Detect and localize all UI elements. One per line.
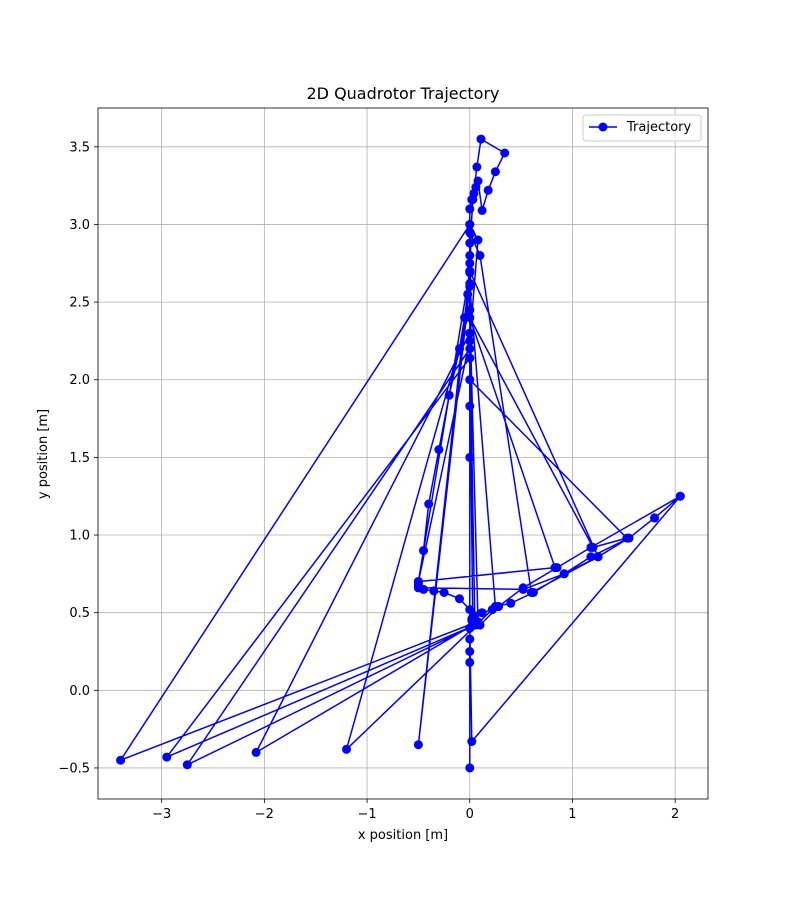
trajectory-point — [465, 647, 475, 656]
trajectory-point — [465, 220, 475, 229]
trajectory-point — [465, 344, 475, 354]
trajectory-point — [465, 238, 475, 248]
trajectory-point — [465, 353, 475, 363]
trajectory-point — [476, 134, 486, 144]
trajectory-point — [465, 401, 475, 411]
x-tick-label: −2 — [255, 807, 274, 822]
trajectory-point — [483, 185, 493, 195]
y-tick-label: 1.5 — [69, 451, 90, 466]
trajectory-point — [162, 752, 172, 762]
trajectory-point — [463, 289, 473, 299]
legend-box — [582, 114, 702, 142]
trajectory-point — [675, 491, 685, 501]
trajectory-point — [439, 588, 449, 597]
trajectory-point — [500, 148, 510, 158]
trajectory-point — [477, 206, 487, 215]
trajectory-point — [413, 583, 423, 593]
trajectory-point — [465, 251, 475, 260]
trajectory-point — [444, 390, 454, 400]
x-tick-label: 1 — [568, 807, 576, 822]
trajectory-point — [455, 594, 464, 604]
trajectory-point — [650, 513, 660, 523]
trajectory-point — [526, 588, 536, 597]
trajectory-point — [465, 336, 475, 346]
trajectory-point — [468, 195, 478, 205]
y-tick-label: 2.0 — [69, 373, 90, 388]
trajectory-point — [413, 577, 423, 587]
y-tick-label: 2.5 — [69, 296, 90, 311]
trajectory-point — [593, 552, 603, 562]
x-tick-label: −3 — [152, 807, 171, 822]
trajectory-point — [465, 657, 475, 667]
trajectory-point — [559, 569, 569, 579]
trajectory-point — [465, 375, 475, 385]
trajectory-point — [424, 499, 434, 509]
trajectory-point — [465, 763, 475, 773]
y-tick-label: 3.5 — [69, 140, 90, 155]
grid-layer — [98, 108, 708, 799]
y-tick-label: −0.5 — [58, 761, 90, 776]
y-axis-label: y position [m] — [36, 409, 51, 499]
trajectory-point — [342, 744, 351, 754]
chart-title: 2D Quadrotor Trajectory — [306, 84, 499, 103]
trajectory-point — [465, 605, 475, 615]
trajectory-point — [465, 313, 475, 323]
trajectory-point — [586, 552, 596, 562]
trajectory-point — [465, 282, 475, 292]
x-tick-label: −1 — [357, 807, 376, 822]
trajectory-point — [455, 344, 464, 354]
trajectory-point — [116, 755, 126, 765]
trajectory-point — [588, 542, 598, 552]
x-tick-label: 2 — [671, 807, 679, 822]
trajectory-point — [477, 608, 487, 618]
trajectory-point — [490, 602, 500, 611]
trajectory-point — [465, 328, 475, 338]
legend: Trajectory — [582, 114, 702, 142]
trajectory-point — [468, 619, 478, 628]
y-tick-label: 1.0 — [69, 529, 90, 544]
trajectory-point — [251, 747, 261, 757]
trajectory-point — [475, 251, 485, 260]
trajectory-point — [518, 584, 528, 594]
legend-marker-sample — [598, 122, 608, 132]
tick-layer: −3 −2 −1 0 1 2 −0.5 0.0 0.5 1.0 1.5 2.0 2.5 3.0 3.5 — [58, 140, 679, 822]
x-tick-label: 0 — [466, 807, 474, 822]
y-tick-label: 0.5 — [69, 606, 90, 621]
trajectory-point — [182, 760, 192, 770]
y-tick-label: 0.0 — [69, 684, 90, 699]
trajectory-point — [467, 737, 477, 746]
trajectory-point — [413, 740, 423, 750]
trajectory-point — [434, 445, 444, 455]
plot-frame — [97, 107, 709, 800]
trajectory-point — [473, 176, 483, 186]
trajectory-point — [550, 563, 560, 573]
trajectory-point — [465, 258, 475, 268]
line-layer — [119, 138, 682, 768]
trajectory-point — [465, 634, 475, 644]
marker-layer — [116, 134, 685, 773]
trajectory-point — [473, 235, 483, 245]
trajectory-point — [490, 167, 500, 177]
trajectory-point — [429, 586, 439, 596]
trajectory-point — [622, 533, 632, 543]
x-axis-label: x position [m] — [358, 828, 448, 843]
trajectory-point — [465, 227, 475, 237]
y-tick-label: 3.0 — [69, 218, 90, 233]
trajectory-point — [506, 598, 516, 608]
trajectory-point — [465, 204, 475, 214]
trajectory-point — [419, 546, 428, 556]
trajectory-point — [472, 162, 482, 172]
trajectory-point — [465, 305, 475, 315]
legend-label-trajectory: Trajectory — [626, 120, 691, 135]
trajectory-point — [465, 266, 475, 276]
series-line-0 — [119, 138, 682, 768]
trajectory-point — [465, 452, 475, 462]
